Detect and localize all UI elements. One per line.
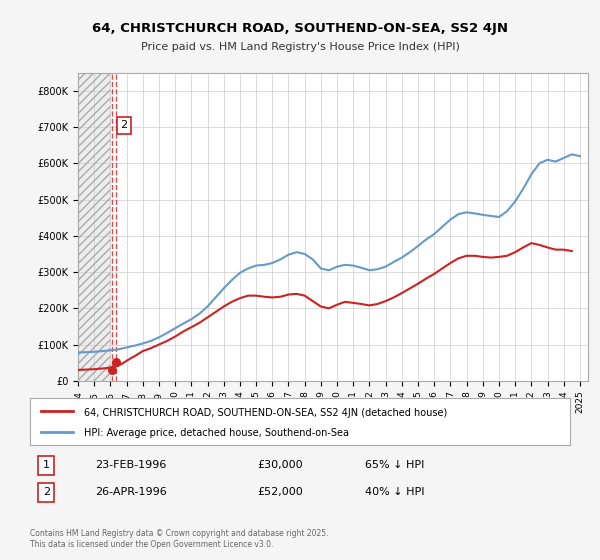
Text: 40% ↓ HPI: 40% ↓ HPI — [365, 487, 424, 497]
Text: 65% ↓ HPI: 65% ↓ HPI — [365, 460, 424, 470]
Text: 23-FEB-1996: 23-FEB-1996 — [95, 460, 166, 470]
Text: 26-APR-1996: 26-APR-1996 — [95, 487, 167, 497]
Text: £30,000: £30,000 — [257, 460, 302, 470]
Point — [111, 357, 121, 366]
Text: Contains HM Land Registry data © Crown copyright and database right 2025.
This d: Contains HM Land Registry data © Crown c… — [30, 529, 329, 549]
Text: 2: 2 — [121, 120, 128, 130]
Text: £52,000: £52,000 — [257, 487, 302, 497]
Text: 1: 1 — [43, 460, 50, 470]
Bar — [78, 73, 110, 381]
Bar — [78, 73, 110, 381]
Text: 64, CHRISTCHURCH ROAD, SOUTHEND-ON-SEA, SS2 4JN: 64, CHRISTCHURCH ROAD, SOUTHEND-ON-SEA, … — [92, 22, 508, 35]
Text: 64, CHRISTCHURCH ROAD, SOUTHEND-ON-SEA, SS2 4JN (detached house): 64, CHRISTCHURCH ROAD, SOUTHEND-ON-SEA, … — [84, 408, 447, 418]
Text: HPI: Average price, detached house, Southend-on-Sea: HPI: Average price, detached house, Sout… — [84, 428, 349, 438]
Text: 2: 2 — [43, 487, 50, 497]
Text: Price paid vs. HM Land Registry's House Price Index (HPI): Price paid vs. HM Land Registry's House … — [140, 42, 460, 52]
Point — [107, 366, 117, 375]
